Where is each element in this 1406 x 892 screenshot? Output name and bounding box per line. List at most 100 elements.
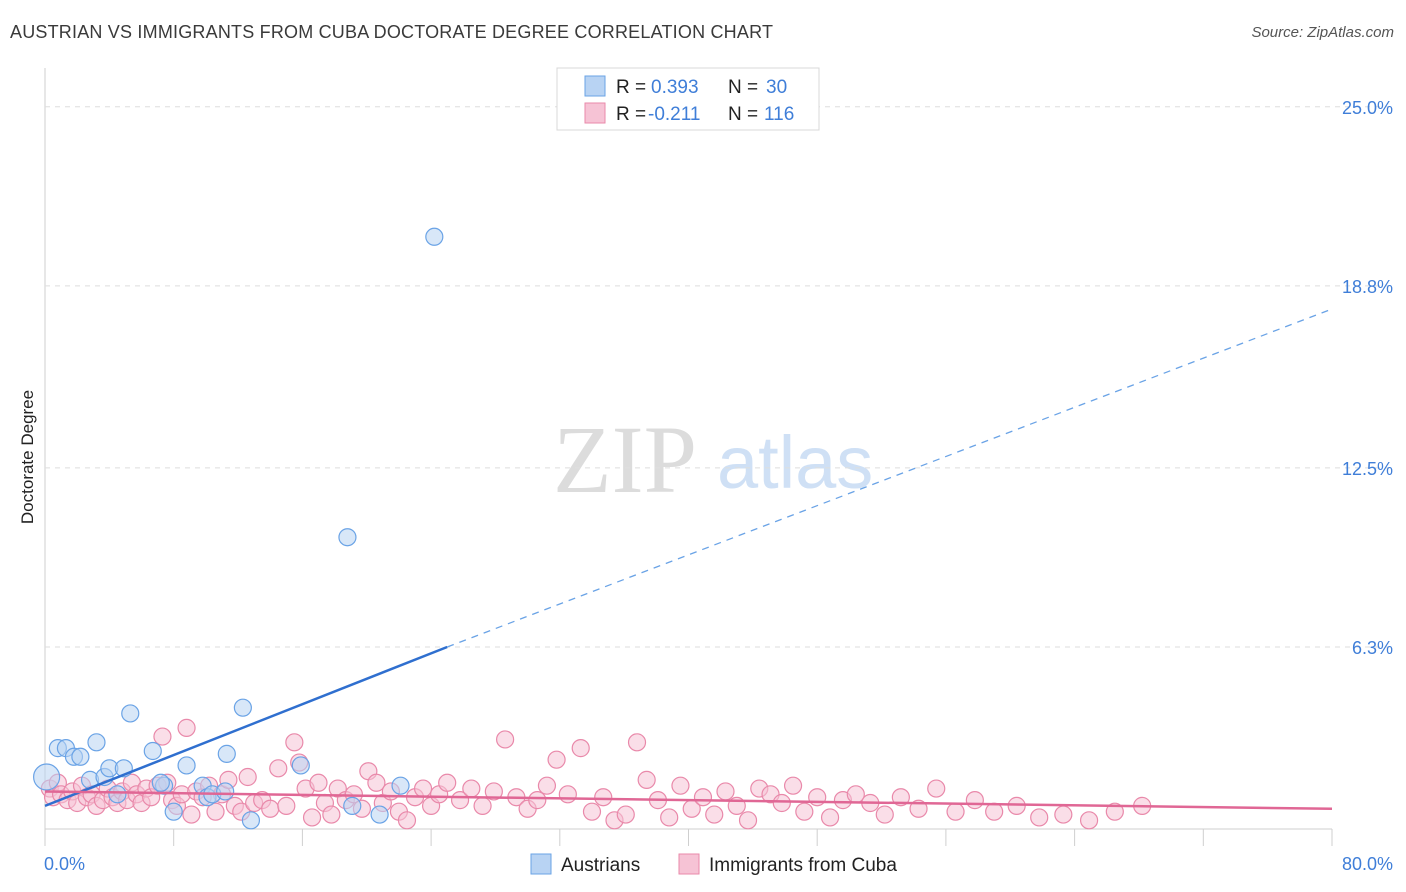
legend-cuba-swatch[interactable] — [678, 853, 700, 875]
legend-cuba-label[interactable]: Immigrants from Cuba — [709, 855, 897, 876]
cuba-point-81 — [616, 805, 635, 824]
cuba-point-33 — [206, 802, 225, 821]
x-tick-marks — [44, 829, 1333, 846]
cuba-point-103 — [875, 805, 894, 824]
austrians-point-13 — [164, 802, 183, 821]
cuba-point-62 — [413, 779, 433, 798]
cuba-point-69 — [484, 782, 503, 801]
austrians-point-10 — [121, 704, 140, 723]
cuba-point-74 — [537, 776, 557, 795]
cuba-point-86 — [671, 776, 690, 795]
cuba-point-109 — [985, 802, 1004, 821]
x-tick-min: 0.0% — [44, 854, 85, 874]
cuba-trendline — [44, 790, 1333, 811]
cuba-point-95 — [772, 793, 791, 813]
cuba-point-38 — [238, 767, 257, 787]
cuba-r-value: -0.211 — [648, 104, 700, 125]
austrians-point-4 — [71, 747, 90, 766]
y-axis-label: Doctorate Degree — [18, 390, 37, 524]
cuba-point-76 — [558, 785, 577, 804]
cuba-point-89 — [705, 805, 724, 824]
cuba-point-28 — [177, 718, 196, 737]
cuba-point-83 — [637, 770, 656, 789]
cuba-point-42 — [269, 759, 288, 778]
austrians-point-28 — [151, 773, 170, 792]
cuba-point-96 — [783, 776, 803, 795]
cuba-point-99 — [820, 808, 840, 827]
austrians-point-26 — [391, 776, 410, 795]
cuba-point-106 — [927, 779, 946, 798]
cuba-point-105 — [909, 799, 928, 818]
cuba-point-85 — [660, 808, 679, 827]
watermark-atlas: atlas — [717, 421, 873, 504]
cuba-n-label: N = — [728, 104, 758, 125]
cuba-point-113 — [1079, 811, 1099, 830]
cuba-point-56 — [367, 773, 386, 792]
gridlines — [45, 106, 1392, 648]
austrians-point-6 — [87, 733, 106, 752]
cuba-point-79 — [594, 788, 613, 807]
cuba-point-108 — [965, 791, 984, 810]
austrians-n-value: 30 — [766, 77, 787, 98]
austrians-swatch — [584, 75, 606, 97]
y-tick-labels: 6.3% 12.5% 18.8% 25.0% — [1342, 98, 1393, 658]
cuba-point-70 — [496, 730, 515, 749]
austrians-point-0 — [33, 763, 61, 791]
austrians-point-14 — [177, 756, 196, 775]
austrians-point-25 — [370, 805, 389, 824]
austrians-r-label: R = — [616, 77, 646, 98]
cuba-swatch — [584, 102, 606, 124]
austrians-point-27 — [425, 227, 444, 246]
series-austrians — [33, 227, 444, 830]
austrians-point-21 — [241, 811, 261, 830]
austrians-trendline — [44, 645, 448, 808]
austrians-point-18 — [216, 782, 235, 801]
watermark-zip: ZIP — [553, 406, 697, 513]
stats-legend: R = 0.393 N = 30 R = -0.211 N = 116 — [556, 67, 820, 131]
cuba-point-114 — [1105, 802, 1124, 821]
y-tick-label-0: 6.3% — [1352, 638, 1393, 658]
cuba-point-65 — [438, 773, 457, 792]
legend-austrians-swatch[interactable] — [530, 853, 552, 875]
cuba-point-23 — [153, 727, 172, 746]
cuba-point-110 — [1007, 796, 1026, 815]
cuba-point-43 — [277, 796, 296, 815]
austrians-point-23 — [338, 528, 357, 547]
austrians-point-22 — [291, 756, 310, 775]
legend-austrians-label[interactable]: Austrians — [561, 855, 640, 876]
cuba-point-97 — [795, 802, 814, 821]
austrians-r-value: 0.393 — [651, 77, 699, 98]
cuba-point-48 — [309, 773, 328, 792]
cuba-point-68 — [473, 796, 492, 815]
chart-source: Source: ZipAtlas.com — [1251, 24, 1394, 41]
y-tick-label-3: 25.0% — [1342, 98, 1393, 118]
y-tick-label-1: 12.5% — [1342, 459, 1393, 479]
austrians-point-19 — [217, 744, 236, 763]
austrians-point-11 — [143, 741, 162, 761]
x-tick-max: 80.0% — [1342, 854, 1393, 874]
austrians-point-29 — [108, 785, 127, 804]
austrians-trendline-extension — [446, 308, 1333, 648]
cuba-point-78 — [582, 802, 602, 821]
cuba-point-90 — [716, 782, 735, 801]
watermark: ZIP atlas — [553, 406, 873, 513]
cuba-point-112 — [1054, 805, 1073, 824]
cuba-point-50 — [322, 805, 341, 824]
cuba-point-88 — [693, 788, 713, 807]
series-legend: Austrians Immigrants from Cuba — [530, 853, 897, 876]
trendlines — [44, 308, 1333, 811]
series-immigrants-from-cuba — [40, 718, 1152, 830]
cuba-r-label: R = — [616, 104, 646, 125]
cuba-point-73 — [528, 791, 547, 810]
y-tick-label-2: 18.8% — [1342, 277, 1393, 297]
cuba-point-92 — [738, 811, 758, 830]
cuba-point-75 — [547, 750, 566, 769]
cuba-point-60 — [397, 811, 417, 830]
austrians-point-24 — [343, 796, 362, 815]
cuba-point-77 — [571, 739, 590, 758]
cuba-point-107 — [946, 802, 965, 821]
cuba-point-111 — [1030, 808, 1049, 827]
cuba-point-29 — [182, 805, 201, 824]
cuba-n-value: 116 — [764, 104, 794, 125]
